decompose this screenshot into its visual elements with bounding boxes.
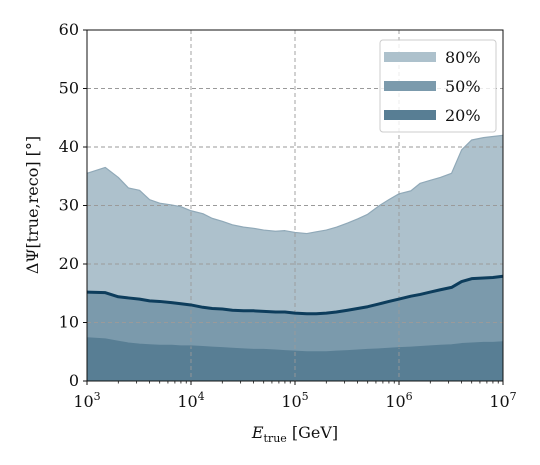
tick-layer: 0 10 20 30 40 50 60 103 104 105 106 107	[59, 20, 517, 411]
y-tick-label: 30	[59, 196, 79, 215]
series-line-layer	[86, 134, 504, 353]
legend-swatch-1	[384, 81, 436, 91]
legend-swatch-2	[384, 110, 436, 120]
x-tick-label: 104	[177, 390, 204, 411]
legend-label-0: 80%	[445, 48, 481, 67]
series-line-0	[86, 134, 504, 235]
x-axis-label-main: E	[251, 423, 264, 442]
x-tick-label: 107	[489, 390, 516, 411]
y-axis-label: ΔΨ[true,reco] [°]	[23, 136, 42, 274]
series-line-1	[86, 274, 504, 316]
legend: 80% 50% 20%	[379, 39, 497, 133]
y-tick-label: 20	[59, 254, 79, 273]
y-tick-label: 50	[59, 79, 79, 98]
legend-swatch-0	[384, 52, 436, 62]
legend-label-1: 50%	[445, 77, 481, 96]
y-tick-label: 40	[59, 137, 79, 156]
y-tick-label: 60	[59, 20, 79, 39]
y-tick-label: 0	[69, 371, 79, 390]
x-axis-label-unit: [GeV]	[287, 423, 338, 442]
x-axis-label: Etrue [GeV]	[251, 423, 338, 445]
series-line-2	[86, 337, 504, 353]
x-tick-label: 106	[385, 390, 412, 411]
x-axis-label-sub: true	[264, 432, 287, 445]
legend-box	[379, 39, 497, 133]
x-tick-label: 103	[73, 390, 100, 411]
x-tick-label: 105	[281, 390, 308, 411]
y-tick-label: 10	[59, 313, 79, 332]
legend-label-2: 20%	[445, 106, 481, 125]
